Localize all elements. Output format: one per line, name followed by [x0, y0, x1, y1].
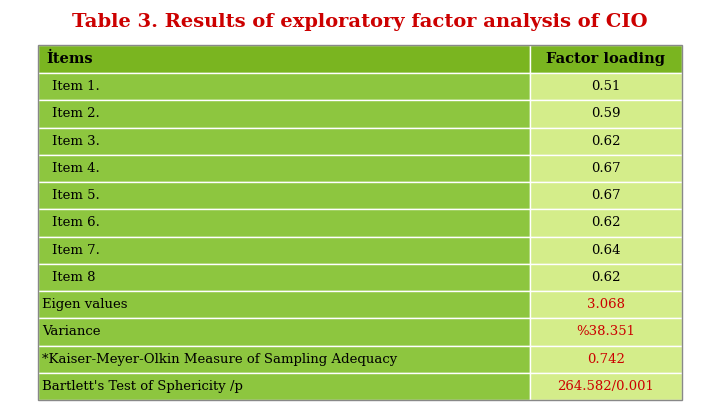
Bar: [38, 373, 530, 400]
Text: Item 3.: Item 3.: [52, 134, 100, 148]
Text: 0.64: 0.64: [591, 244, 621, 257]
Text: 0.62: 0.62: [591, 216, 621, 229]
Text: Item 7.: Item 7.: [52, 244, 100, 257]
Bar: [38, 128, 530, 155]
Text: Item 6.: Item 6.: [52, 216, 100, 229]
Text: Table 3. Results of exploratory factor analysis of CIO: Table 3. Results of exploratory factor a…: [72, 13, 648, 31]
Text: 3.068: 3.068: [587, 298, 625, 311]
Text: *Kaiser-Meyer-Olkin Measure of Sampling Adequacy: *Kaiser-Meyer-Olkin Measure of Sampling …: [42, 353, 397, 366]
Text: Bartlett's Test of Sphericity /p: Bartlett's Test of Sphericity /p: [42, 380, 243, 393]
Text: 0.51: 0.51: [591, 80, 621, 93]
Bar: [38, 237, 530, 264]
Bar: [38, 209, 530, 237]
Text: 0.62: 0.62: [591, 134, 621, 148]
Bar: [38, 45, 682, 400]
Bar: [530, 182, 682, 209]
Text: 0.67: 0.67: [591, 162, 621, 175]
Bar: [530, 345, 682, 373]
Bar: [38, 318, 530, 345]
Bar: [38, 155, 530, 182]
Bar: [38, 45, 530, 73]
Bar: [530, 155, 682, 182]
Text: Item 4.: Item 4.: [52, 162, 100, 175]
Bar: [530, 128, 682, 155]
Text: Item 5.: Item 5.: [52, 189, 100, 202]
Text: Variance: Variance: [42, 325, 101, 338]
Bar: [530, 209, 682, 237]
Text: 0.742: 0.742: [587, 353, 625, 366]
Text: Item 8: Item 8: [52, 271, 96, 284]
Bar: [38, 264, 530, 291]
Bar: [530, 45, 682, 73]
Bar: [38, 100, 530, 128]
Bar: [530, 100, 682, 128]
Bar: [530, 291, 682, 318]
Text: Item 1.: Item 1.: [52, 80, 100, 93]
Bar: [38, 182, 530, 209]
Bar: [530, 264, 682, 291]
Bar: [530, 237, 682, 264]
Text: 0.59: 0.59: [591, 107, 621, 120]
Text: 0.67: 0.67: [591, 189, 621, 202]
Bar: [38, 291, 530, 318]
Bar: [530, 318, 682, 345]
Bar: [38, 73, 530, 100]
Text: %38.351: %38.351: [577, 325, 636, 338]
Bar: [530, 73, 682, 100]
Text: 264.582/0.001: 264.582/0.001: [557, 380, 654, 393]
Bar: [530, 373, 682, 400]
Bar: [38, 345, 530, 373]
Text: Eigen values: Eigen values: [42, 298, 127, 311]
Text: Item 2.: Item 2.: [52, 107, 100, 120]
Text: Factor loading: Factor loading: [546, 52, 665, 66]
Text: 0.62: 0.62: [591, 271, 621, 284]
Text: İtems: İtems: [46, 52, 93, 66]
